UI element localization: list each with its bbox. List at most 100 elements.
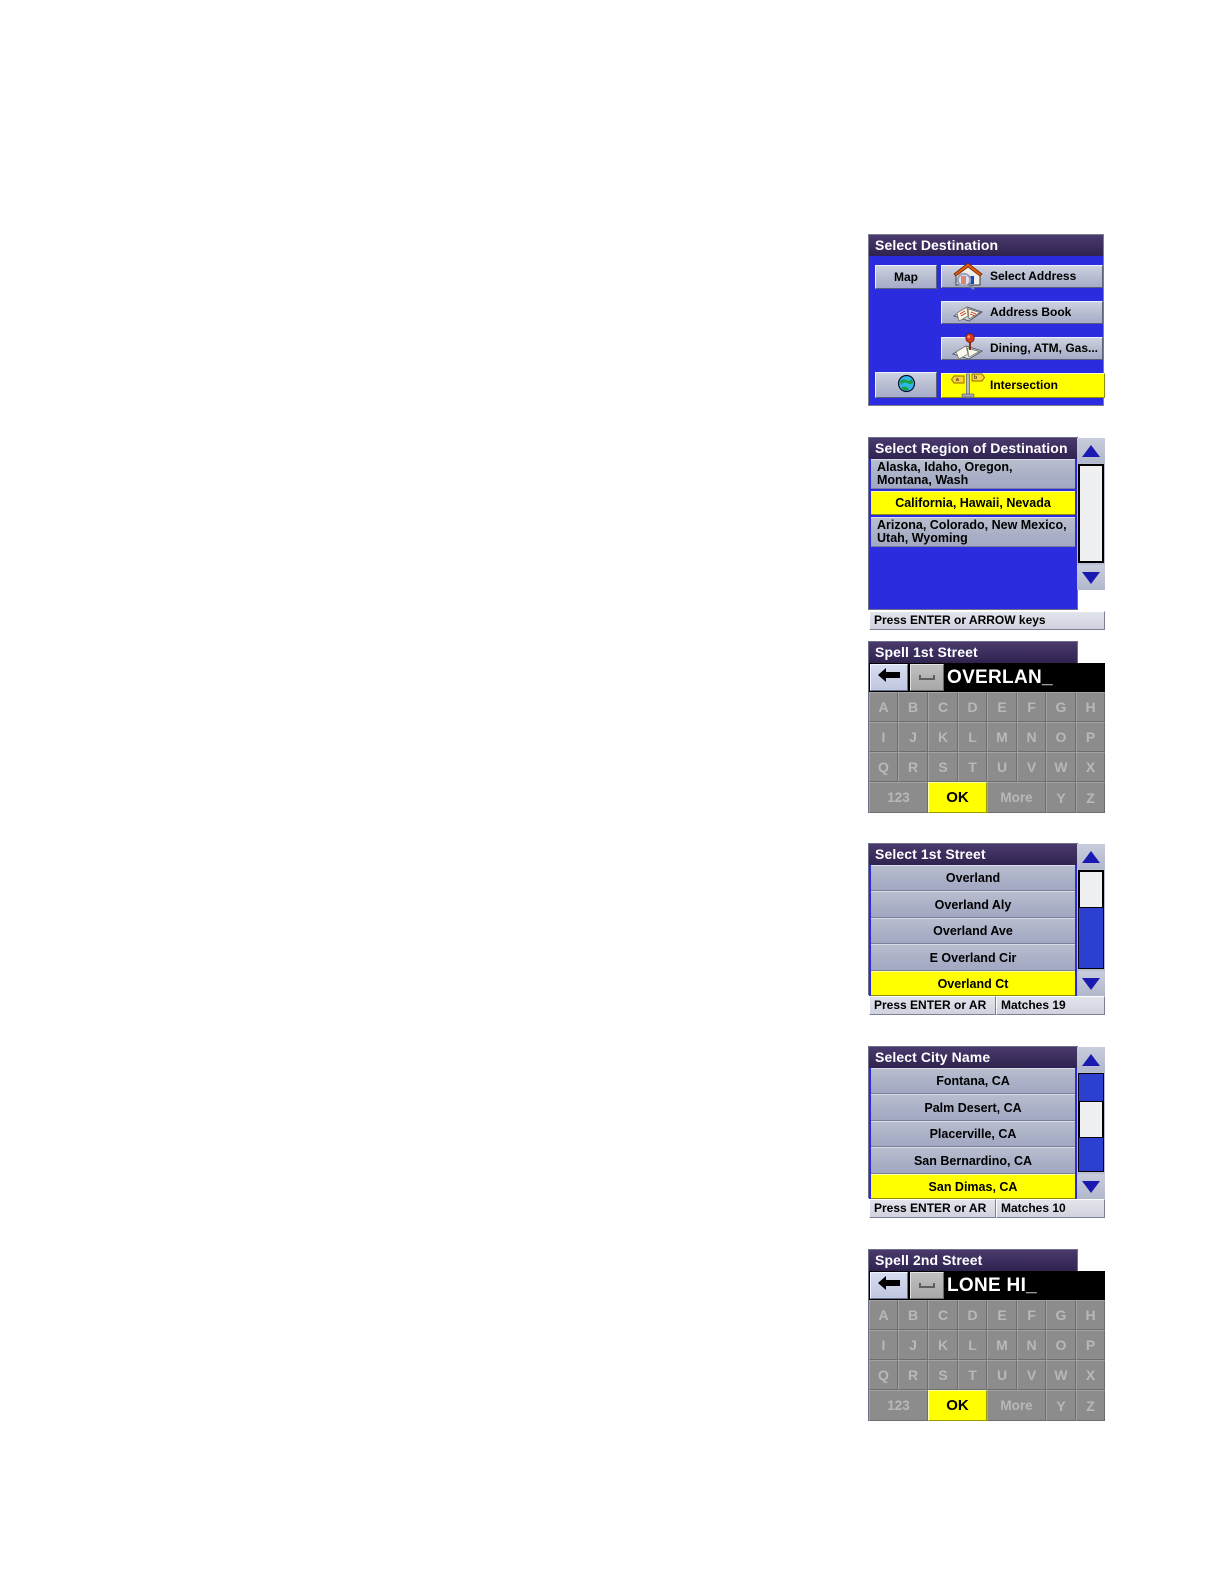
list-item[interactable]: Overland Aly [871,891,1075,918]
key-more[interactable]: More [987,1390,1046,1421]
key-f[interactable]: F [1017,692,1046,722]
open-book-icon [950,296,986,328]
key-numeric-mode[interactable]: 123 [869,1390,928,1421]
key-q[interactable]: Q [869,1360,898,1390]
key-n[interactable]: N [1017,722,1046,752]
list-item[interactable]: San Bernardino, CA [871,1147,1075,1174]
key-z[interactable]: Z [1076,782,1105,813]
key-r[interactable]: R [898,752,928,782]
map-button[interactable]: Map [875,265,937,289]
list-item[interactable]: Placerville, CA [871,1121,1075,1147]
key-z[interactable]: Z [1076,1390,1105,1421]
menu-item-select-address[interactable]: Select Address [941,262,1103,290]
list-item[interactable]: Alaska, Idaho, Oregon, Montana, Wash [871,459,1075,489]
scroll-up-arrow-icon[interactable] [1077,438,1105,463]
key-o[interactable]: O [1046,1330,1076,1360]
key-u[interactable]: U [987,1360,1017,1390]
key-ok[interactable]: OK [928,1390,987,1421]
menu-item-dining-atm-gas[interactable]: Dining, ATM, Gas... [941,333,1103,360]
menu-item-address-book[interactable]: Address Book [941,301,1103,324]
list-item[interactable]: Palm Desert, CA [871,1094,1075,1121]
list-item[interactable]: Arizona, Colorado, New Mexico, Utah, Wyo… [871,517,1075,547]
list-item[interactable]: E Overland Cir [871,944,1075,971]
key-ok[interactable]: OK [928,782,987,813]
key-x[interactable]: X [1076,752,1105,782]
key-d[interactable]: D [958,1300,987,1330]
scroll-thumb[interactable] [1079,1101,1103,1139]
key-r[interactable]: R [898,1360,928,1390]
scroll-down-arrow-icon[interactable] [1077,565,1105,590]
key-c[interactable]: C [928,1300,958,1330]
key-l[interactable]: L [958,1330,987,1360]
space-button[interactable] [910,1272,944,1299]
key-c[interactable]: C [928,692,958,722]
spell-input-value[interactable]: LONE HI_ [947,1275,1038,1296]
scroll-up-arrow-icon[interactable] [1077,1047,1105,1072]
key-h[interactable]: H [1076,1300,1105,1330]
key-y[interactable]: Y [1046,1390,1076,1421]
scroll-up-arrow-icon[interactable] [1077,844,1105,869]
list-item-selected[interactable]: San Dimas, CA [871,1174,1075,1199]
scroll-down-arrow-icon[interactable] [1077,1174,1105,1199]
globe-button[interactable] [875,372,937,398]
key-x[interactable]: X [1076,1360,1105,1390]
key-b[interactable]: B [898,692,928,722]
backspace-button[interactable] [870,1272,908,1299]
scrollbar[interactable] [1077,438,1105,590]
key-a[interactable]: A [869,1300,898,1330]
list-item-selected[interactable]: California, Hawaii, Nevada [871,491,1075,515]
key-h[interactable]: H [1076,692,1105,722]
scroll-thumb[interactable] [1079,871,1103,908]
key-w[interactable]: W [1046,1360,1076,1390]
key-f[interactable]: F [1017,1300,1046,1330]
spell-input-value[interactable]: OVERLAN_ [947,667,1053,688]
key-n[interactable]: N [1017,1330,1046,1360]
scroll-track[interactable] [1078,870,1104,969]
key-y[interactable]: Y [1046,782,1076,813]
list-item-selected[interactable]: Overland Ct [871,971,1075,996]
scrollbar[interactable] [1077,1047,1105,1199]
key-e[interactable]: E [987,1300,1017,1330]
list-item[interactable]: Overland [871,865,1075,891]
key-j[interactable]: J [898,1330,928,1360]
list-item[interactable]: Overland Ave [871,918,1075,944]
key-numeric-mode[interactable]: 123 [869,782,928,813]
key-t[interactable]: T [958,1360,987,1390]
key-m[interactable]: M [987,1330,1017,1360]
key-d[interactable]: D [958,692,987,722]
scroll-track[interactable] [1078,1073,1104,1172]
key-v[interactable]: V [1017,1360,1046,1390]
key-k[interactable]: K [928,1330,958,1360]
key-k[interactable]: K [928,722,958,752]
key-b[interactable]: B [898,1300,928,1330]
key-j[interactable]: J [898,722,928,752]
scrollbar[interactable] [1077,844,1105,996]
scroll-track[interactable] [1078,464,1104,563]
list-item[interactable]: Fontana, CA [871,1068,1075,1094]
key-l[interactable]: L [958,722,987,752]
scroll-thumb[interactable] [1079,465,1103,562]
key-o[interactable]: O [1046,722,1076,752]
key-s[interactable]: S [928,1360,958,1390]
space-button[interactable] [910,664,944,691]
key-i[interactable]: I [869,722,898,752]
key-w[interactable]: W [1046,752,1076,782]
key-t[interactable]: T [958,752,987,782]
space-bar-icon [919,1283,935,1288]
menu-item-intersection[interactable]: a b Intersection [941,373,1105,399]
key-p[interactable]: P [1076,1330,1105,1360]
key-u[interactable]: U [987,752,1017,782]
key-s[interactable]: S [928,752,958,782]
backspace-button[interactable] [870,664,908,691]
key-e[interactable]: E [987,692,1017,722]
key-more[interactable]: More [987,782,1046,813]
key-q[interactable]: Q [869,752,898,782]
key-g[interactable]: G [1046,692,1076,722]
key-a[interactable]: A [869,692,898,722]
key-i[interactable]: I [869,1330,898,1360]
key-m[interactable]: M [987,722,1017,752]
key-v[interactable]: V [1017,752,1046,782]
scroll-down-arrow-icon[interactable] [1077,971,1105,996]
key-g[interactable]: G [1046,1300,1076,1330]
key-p[interactable]: P [1076,722,1105,752]
